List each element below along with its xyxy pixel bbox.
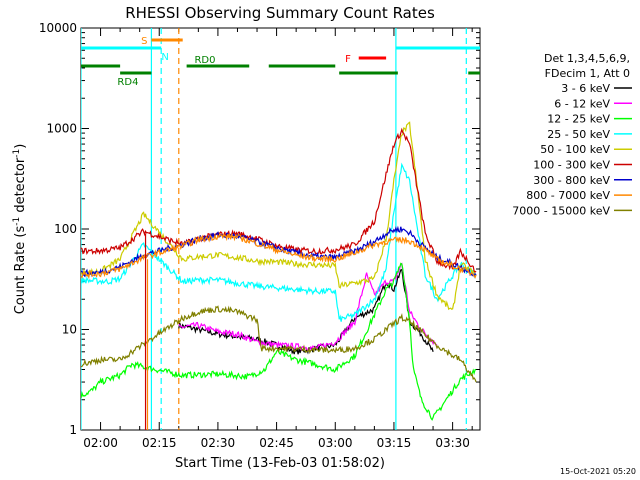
legend-header-line-1: Det 1,3,4,5,6,9, bbox=[544, 52, 630, 65]
x-tick-label: 02:00 bbox=[83, 436, 118, 450]
y-tick-label: 10 bbox=[62, 323, 77, 337]
series-line-100-300-kev bbox=[81, 127, 477, 273]
series-line-800-7000-kev bbox=[81, 233, 477, 280]
legend-label-7000-15000-kev: 7000 - 15000 keV bbox=[512, 204, 610, 217]
y-tick-label: 1000 bbox=[46, 122, 77, 136]
y-tick-label: 1 bbox=[69, 423, 77, 437]
x-tick-label: 03:30 bbox=[435, 436, 470, 450]
status-label-f: F bbox=[345, 54, 351, 65]
x-tick-label: 02:45 bbox=[259, 436, 294, 450]
axis-ticks bbox=[81, 28, 480, 431]
status-label-n: N bbox=[161, 52, 168, 63]
x-tick-label: 03:15 bbox=[377, 436, 412, 450]
status-label-s: S bbox=[141, 36, 147, 47]
x-tick-labels: 02:00 02:15 02:30 02:45 03:00 03:15 03:30 bbox=[83, 436, 470, 450]
series-lines bbox=[81, 121, 477, 430]
x-axis-label: Start Time (13-Feb-03 01:58:02) bbox=[175, 456, 385, 471]
legend-label-50-100-kev: 50 - 100 keV bbox=[540, 143, 610, 156]
status-label-rd4: RD4 bbox=[117, 77, 138, 88]
legend-label-300-800-kev: 300 - 800 keV bbox=[533, 174, 610, 187]
x-tick-label: 02:30 bbox=[201, 436, 236, 450]
y-axis-label: Count Rate (s-1 detector-1) bbox=[12, 144, 28, 315]
status-bars: S N F RD0 RD4 bbox=[81, 36, 480, 88]
legend-label-800-7000-kev: 800 - 7000 keV bbox=[526, 189, 610, 202]
status-label-rd0: RD0 bbox=[194, 55, 215, 66]
legend-label-25-50-kev: 25 - 50 keV bbox=[547, 128, 610, 141]
vertical-markers bbox=[81, 28, 467, 430]
legend-label-3-6-kev: 3 - 6 keV bbox=[561, 82, 610, 95]
legend-header-line-2: FDecim 1, Att 0 bbox=[545, 67, 630, 80]
series-line-3-6-kev bbox=[178, 268, 434, 355]
y-tick-label: 100 bbox=[54, 222, 77, 236]
series-line-25-50-kev bbox=[81, 162, 477, 322]
x-tick-label: 03:00 bbox=[318, 436, 353, 450]
legend-label-100-300-kev: 100 - 300 keV bbox=[533, 159, 610, 172]
chart-title: RHESSI Observing Summary Count Rates bbox=[125, 4, 435, 22]
series-line-50-100-kev bbox=[81, 121, 477, 311]
y-tick-label: 10000 bbox=[39, 21, 77, 35]
x-tick-label: 02:15 bbox=[142, 436, 177, 450]
legend-label-12-25-kev: 12 - 25 keV bbox=[547, 113, 610, 126]
y-tick-labels: 1 10 100 1000 10000 bbox=[39, 21, 77, 437]
plot-area bbox=[80, 27, 481, 431]
legend-label-6-12-kev: 6 - 12 keV bbox=[554, 97, 610, 110]
series-line-7000-15000-kev bbox=[81, 305, 477, 383]
footer-timestamp: 15-Oct-2021 05:20 bbox=[560, 467, 636, 476]
legend: Det 1,3,4,5,6,9, FDecim 1, Att 0 3 - 6 k… bbox=[512, 52, 632, 217]
